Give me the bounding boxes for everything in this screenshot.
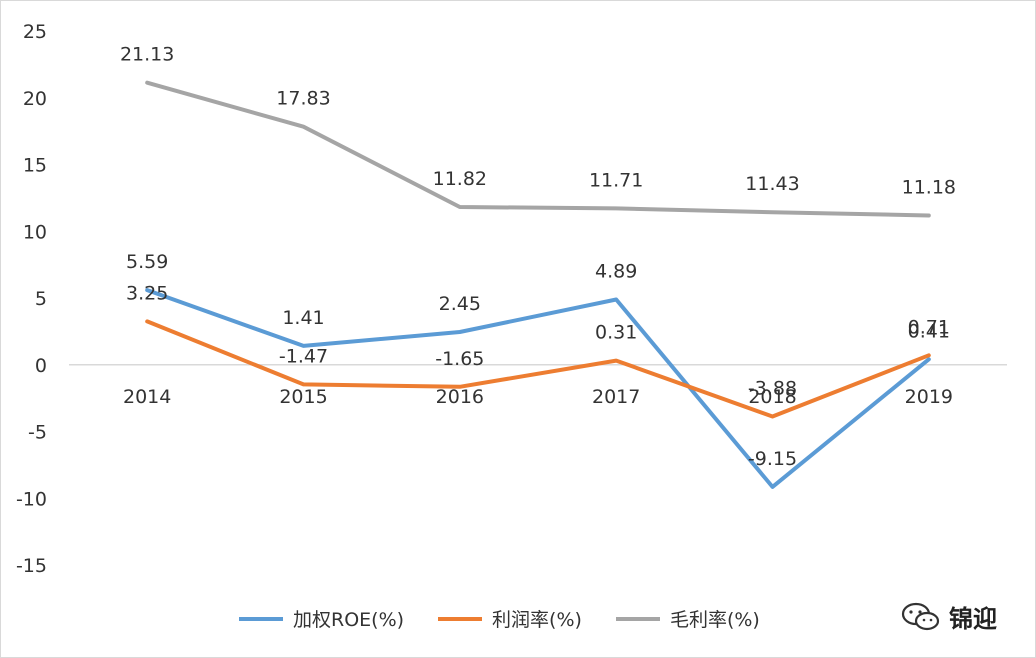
data-label: 11.82 <box>433 168 487 190</box>
data-labels: 5.59 1.41 2.45 4.89 -9.15 0.41 3.25 -1.47 -1.65 0… <box>120 44 956 470</box>
legend-label-gross-margin: 毛利率(%) <box>669 609 760 631</box>
y-tick-label: -5 <box>28 422 47 444</box>
y-tick-label: -15 <box>16 555 47 577</box>
y-tick-label: 15 <box>23 155 47 177</box>
x-tick-label: 2016 <box>436 386 484 408</box>
series-lines <box>145 80 931 489</box>
series-line-2 <box>145 80 931 218</box>
x-tick-label: 2017 <box>592 386 640 408</box>
y-axis-ticks: 25 20 15 10 5 0 -5 -10 -15 <box>16 21 47 577</box>
y-tick-label: -10 <box>16 488 47 510</box>
y-tick-label: 20 <box>23 88 47 110</box>
y-tick-label: 0 <box>35 355 47 377</box>
y-tick-label: 10 <box>23 221 47 243</box>
x-tick-label: 2019 <box>905 386 953 408</box>
watermark-text: 锦迎 <box>949 605 997 633</box>
legend-item-roe: 加权ROE(%) <box>239 605 404 632</box>
series-line-1 <box>145 319 931 419</box>
series-line-0 <box>145 288 931 489</box>
legend-label-profit-margin: 利润率(%) <box>492 609 582 631</box>
x-tick-label: 2015 <box>279 386 327 408</box>
x-tick-label: 2018 <box>748 386 796 408</box>
data-label: 4.89 <box>595 260 637 282</box>
data-label: 17.83 <box>276 88 330 110</box>
y-tick-label: 25 <box>23 21 47 43</box>
watermark: 锦迎 <box>901 599 997 634</box>
y-tick-label: 5 <box>35 288 47 310</box>
x-tick-label: 2014 <box>123 386 171 408</box>
data-label: -9.15 <box>748 448 797 470</box>
legend-item-gross-margin: 毛利率(%) <box>615 605 760 632</box>
legend: 加权ROE(%) 利润率(%) 毛利率(%) <box>239 605 760 632</box>
legend-swatch-profit-margin <box>438 616 483 621</box>
data-label: 5.59 <box>126 251 168 273</box>
legend-item-profit-margin: 利润率(%) <box>438 605 582 632</box>
data-label: 21.13 <box>120 44 174 66</box>
data-label: -3.88 <box>748 378 797 400</box>
legend-swatch-gross-margin <box>615 616 660 621</box>
data-label: 0.71 <box>908 316 950 338</box>
data-label: -1.65 <box>435 348 484 370</box>
data-label: -1.47 <box>279 345 328 367</box>
wechat-icon <box>901 602 940 630</box>
data-label: 0.41 <box>908 320 950 342</box>
data-label: 11.71 <box>589 169 643 191</box>
data-label: 11.18 <box>902 176 956 198</box>
legend-swatch-roe <box>239 616 283 621</box>
data-label: 2.45 <box>439 293 481 315</box>
data-label: 3.25 <box>126 282 168 304</box>
data-label: 0.31 <box>595 322 637 344</box>
data-label: 11.43 <box>745 173 799 195</box>
data-label: 1.41 <box>282 307 324 329</box>
x-axis-ticks: 2014 2015 2016 2017 2018 2019 <box>123 386 953 408</box>
legend-label-roe: 加权ROE(%) <box>293 609 405 631</box>
